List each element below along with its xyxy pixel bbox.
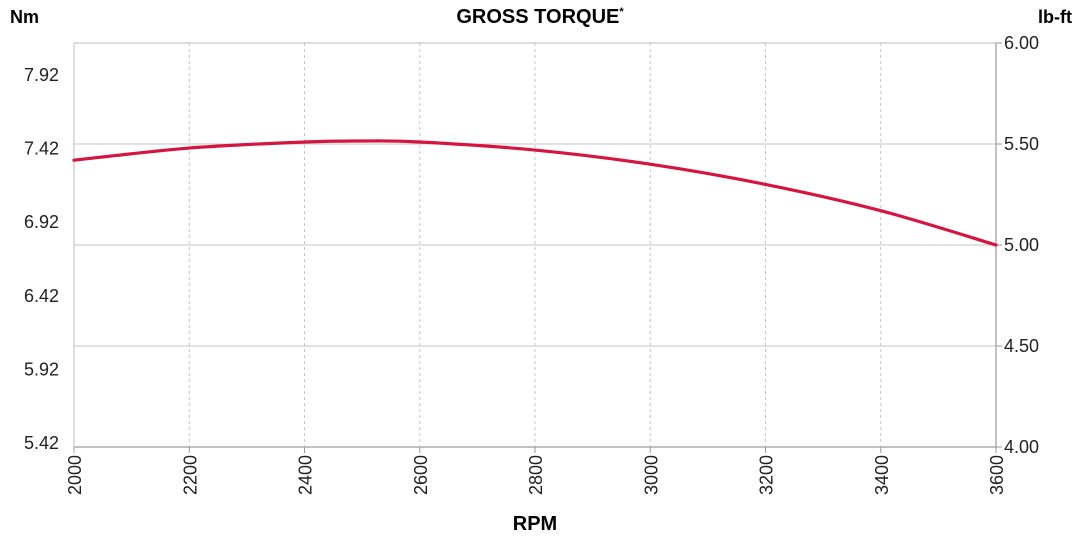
x-tick-label: 3000: [641, 455, 661, 495]
x-tick-label: 2200: [180, 455, 200, 495]
chart-ticks: 2000 2200 2400 2600 2800 3000 3200 3400 3600 6.00…: [24, 33, 1039, 495]
right-tick-label: 4.00: [1004, 437, 1039, 457]
left-tick-label: 5.42: [24, 433, 59, 453]
left-tick-label: 7.92: [24, 65, 59, 85]
left-tick-label: 6.42: [24, 286, 59, 306]
right-tick-label: 4.50: [1004, 336, 1039, 356]
x-tick-label: 2000: [65, 455, 85, 495]
right-tick-label: 5.00: [1004, 235, 1039, 255]
x-axis-label: RPM: [513, 513, 557, 535]
x-tick-label: 3200: [757, 455, 777, 495]
left-tick-label: 5.92: [24, 359, 59, 379]
x-tick-label: 2800: [526, 455, 546, 495]
x-tick-label: 3400: [872, 455, 892, 495]
x-tick-label: 2400: [296, 455, 316, 495]
left-tick-label: 7.42: [24, 139, 59, 159]
right-tick-label: 6.00: [1004, 33, 1039, 53]
right-axis-unit: lb-ft: [1038, 7, 1072, 27]
chart-series: [72, 139, 998, 247]
chart-grid: [73, 42, 1002, 453]
chart-title: GROSS TORQUE*: [456, 6, 624, 28]
left-tick-label: 6.92: [24, 212, 59, 232]
right-tick-label: 5.50: [1004, 134, 1039, 154]
x-tick-label: 2600: [411, 455, 431, 495]
torque-curve: [72, 139, 998, 247]
x-tick-label: 3600: [987, 455, 1007, 495]
left-axis-unit: Nm: [10, 7, 39, 27]
